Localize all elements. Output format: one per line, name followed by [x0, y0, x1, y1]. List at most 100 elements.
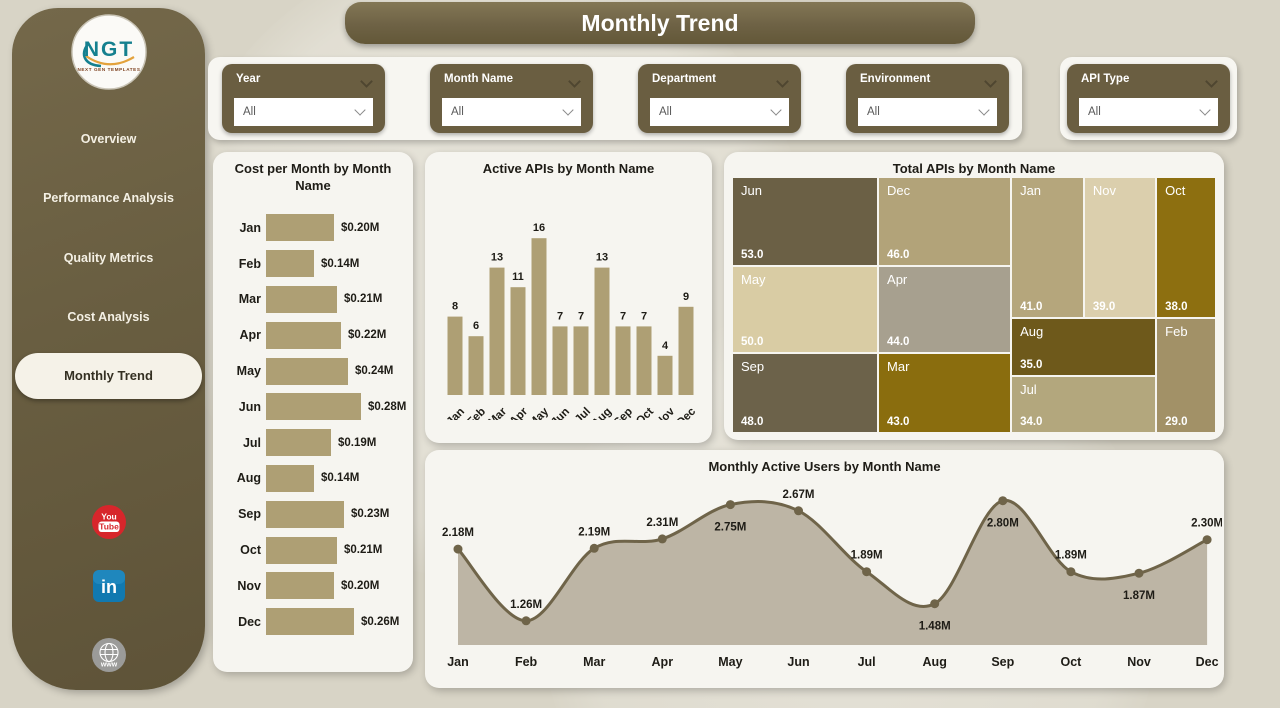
treemap-cell-oct[interactable]: Oct 38.0 — [1157, 178, 1215, 317]
sidebar-item-performance-analysis[interactable]: Performance Analysis — [43, 191, 174, 205]
column-bar[interactable] — [489, 267, 505, 395]
cost-bar[interactable] — [266, 572, 334, 600]
treemap-cell-value: 29.0 — [1165, 415, 1188, 428]
cost-bar[interactable] — [266, 250, 314, 278]
treemap-cell-apr[interactable]: Apr 44.0 — [879, 267, 1011, 352]
youtube-icon[interactable]: You Tube — [91, 505, 126, 544]
treemap-cell-may[interactable]: May 50.0 — [733, 267, 878, 352]
column-bar[interactable] — [615, 326, 631, 395]
column-bar[interactable] — [594, 267, 610, 395]
cost-bar[interactable] — [266, 464, 314, 492]
filter-label: Year — [236, 73, 261, 85]
treemap-cell-value: 39.0 — [1092, 300, 1116, 313]
cost-bar[interactable] — [266, 214, 334, 242]
cost-bar[interactable] — [266, 536, 337, 564]
data-label: 2.18M — [442, 527, 474, 539]
category-label: Sep — [238, 507, 261, 522]
sidebar-item-overview[interactable]: Overview — [80, 132, 137, 146]
cost-bar[interactable] — [266, 357, 348, 385]
environment-filter-select[interactable]: All — [858, 98, 997, 126]
treemap-cell-nov[interactable]: Nov 39.0 — [1084, 178, 1156, 317]
area-fill — [458, 500, 1208, 645]
treemap-cell-jul[interactable]: Jul 34.0 — [1012, 377, 1156, 432]
column-bar[interactable] — [636, 326, 652, 395]
column-bar[interactable] — [657, 355, 673, 395]
treemap-cell-name: Jan — [1020, 183, 1042, 198]
treemap-cell-jun[interactable]: Jun 53.0 — [733, 178, 878, 266]
axis-label: Feb — [465, 406, 488, 420]
cost-bar-row: Aug $0.14M — [221, 461, 409, 497]
data-point-jun[interactable] — [794, 506, 803, 516]
column-bar[interactable] — [510, 287, 526, 395]
treemap-cell-feb[interactable]: Feb 29.0 — [1157, 318, 1215, 432]
treemap-cell-mar[interactable]: Mar 43.0 — [879, 353, 1011, 432]
treemap-cell-name: Feb — [1165, 323, 1188, 339]
cost-bar[interactable] — [266, 608, 354, 636]
month-name-filter-select[interactable]: All — [442, 98, 581, 126]
cost-bar[interactable] — [266, 429, 331, 457]
data-label: $0.23M — [351, 508, 390, 521]
treemap-cell-dec[interactable]: Dec 46.0 — [879, 178, 1011, 266]
filter-value: All — [243, 106, 256, 118]
treemap-cell-jan[interactable]: Jan 41.0 — [1012, 178, 1083, 317]
treemap-cell-name: Oct — [1165, 183, 1186, 198]
chart-title: Monthly Active Users by Month Name — [708, 459, 941, 474]
category-label: Dec — [238, 614, 261, 629]
data-point-may[interactable] — [725, 500, 735, 510]
treemap-cell-aug[interactable]: Aug 35.0 — [1012, 318, 1156, 376]
chart-title: Active APIs by Month Name — [482, 161, 655, 176]
axis-label: Aug — [923, 655, 947, 669]
sidebar-item-quality-metrics[interactable]: Quality Metrics — [63, 251, 154, 265]
axis-label: Mar — [486, 405, 509, 420]
treemap-cell-name: Mar — [887, 358, 910, 374]
cost-bar-row: Jan $0.20M — [221, 210, 409, 246]
data-label: $0.20M — [341, 221, 380, 234]
filter-value: All — [867, 106, 880, 118]
column-bar[interactable] — [573, 326, 589, 395]
data-point-sep[interactable] — [998, 496, 1008, 506]
cost-bar[interactable] — [266, 285, 337, 313]
data-point-feb[interactable] — [521, 616, 531, 626]
column-bar[interactable] — [531, 238, 547, 395]
data-point-jan[interactable] — [453, 544, 463, 554]
api-type-filter-select[interactable]: All — [1079, 98, 1218, 126]
cost-bar[interactable] — [266, 321, 341, 349]
column-bar[interactable] — [552, 326, 568, 395]
data-point-mar[interactable] — [589, 543, 599, 553]
category-label: Jul — [242, 435, 261, 450]
cost-bar-row: Sep $0.23M — [221, 496, 409, 532]
column-bar[interactable] — [447, 316, 463, 395]
data-label: 1.89M — [851, 550, 883, 562]
chevron-down-icon — [568, 75, 581, 88]
data-label: 7 — [578, 310, 584, 322]
cost-bar[interactable] — [266, 500, 344, 528]
cost-bar[interactable] — [266, 393, 361, 421]
data-label: 11 — [512, 271, 524, 283]
treemap-cell-sep[interactable]: Sep 48.0 — [733, 353, 878, 432]
department-filter-select[interactable]: All — [650, 98, 789, 126]
axis-label: Mar — [583, 655, 605, 669]
treemap-cell-value: 35.0 — [1020, 359, 1043, 372]
axis-label: May — [527, 405, 552, 420]
column-bar[interactable] — [468, 336, 484, 395]
column-bar[interactable] — [678, 306, 694, 395]
linkedin-icon[interactable]: in — [92, 569, 126, 608]
data-point-apr[interactable] — [657, 534, 667, 544]
axis-label: Jun — [787, 655, 809, 669]
data-point-dec[interactable] — [1202, 535, 1212, 545]
data-point-jul[interactable] — [862, 567, 872, 577]
sidebar-item-cost-analysis[interactable]: Cost Analysis — [67, 310, 150, 324]
svg-text:in: in — [101, 577, 117, 597]
data-point-nov[interactable] — [1134, 568, 1144, 578]
sidebar-item-monthly-trend[interactable]: Monthly Trend — [15, 353, 202, 399]
data-label: 7 — [620, 310, 626, 322]
website-globe-icon[interactable]: www — [91, 637, 127, 678]
year-filter-select[interactable]: All — [234, 98, 373, 126]
data-point-oct[interactable] — [1066, 567, 1076, 577]
cost-bar-row: Nov $0.20M — [221, 568, 409, 604]
data-label: $0.21M — [344, 544, 383, 557]
axis-label: Apr — [652, 655, 674, 669]
cost-per-month-chart-card: Cost per Month by Month Name Jan $0.20M Fe… — [213, 152, 413, 672]
axis-label: Jul — [573, 406, 593, 420]
data-point-aug[interactable] — [930, 599, 940, 609]
